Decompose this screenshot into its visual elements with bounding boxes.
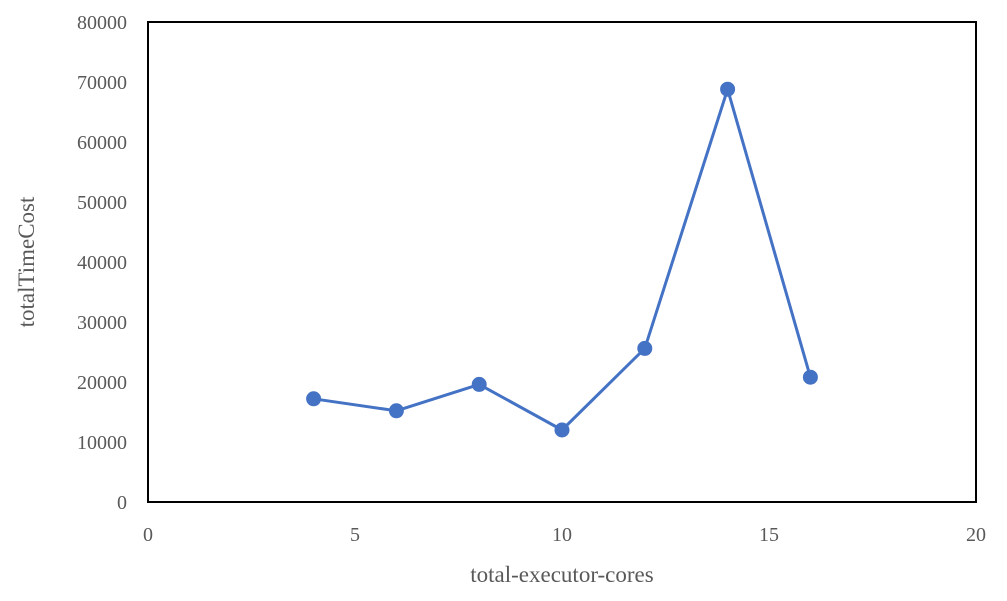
x-tick-label: 10 <box>552 524 572 546</box>
y-tick-label: 40000 <box>77 252 127 274</box>
data-point <box>388 403 404 419</box>
y-tick-label: 60000 <box>77 132 127 154</box>
y-tick-label: 30000 <box>77 312 127 334</box>
data-point <box>306 391 322 407</box>
x-tick-label: 15 <box>759 524 779 546</box>
data-point <box>471 376 487 392</box>
x-tick-label: 20 <box>966 524 986 546</box>
x-tick-label: 0 <box>143 524 153 546</box>
y-tick-labels: 0 10000 20000 30000 40000 50000 60000 70000 8000… <box>77 12 127 514</box>
x-axis-title: total-executor-cores <box>470 562 653 587</box>
y-tick-label: 50000 <box>77 192 127 214</box>
y-tick-label: 0 <box>117 492 127 514</box>
series-line <box>313 87 812 432</box>
plot-area-frame <box>147 21 977 503</box>
data-point <box>720 81 736 97</box>
data-point <box>802 369 818 385</box>
y-tick-label: 80000 <box>77 12 127 34</box>
y-tick-label: 10000 <box>77 432 127 454</box>
y-axis-title: totalTimeCost <box>14 196 39 327</box>
x-tick-label: 5 <box>350 524 360 546</box>
y-tick-label: 70000 <box>77 72 127 94</box>
x-tick-labels: 0 5 10 15 20 <box>143 524 986 546</box>
y-tick-label: 20000 <box>77 372 127 394</box>
data-point <box>637 340 653 356</box>
series-layer <box>306 81 818 438</box>
data-point <box>554 422 570 438</box>
